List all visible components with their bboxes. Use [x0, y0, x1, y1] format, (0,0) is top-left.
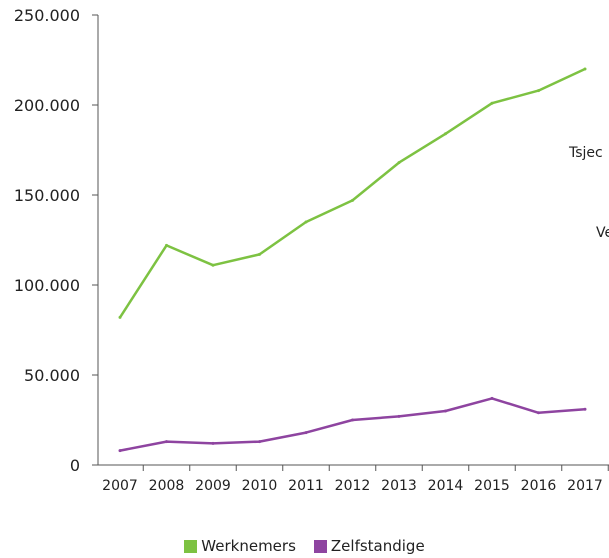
- chart-legend: Werknemers Zelfstandige: [0, 536, 609, 556]
- data-point-zelfstandige: [490, 396, 494, 400]
- legend-item-zelfstandige: Zelfstandige: [313, 537, 425, 555]
- data-point-werknemers: [397, 161, 401, 165]
- data-point-werknemers: [351, 198, 354, 202]
- data-point-zelfstandige: [118, 449, 122, 453]
- data-point-werknemers: [258, 252, 261, 256]
- y-tick-label: 250.000: [14, 6, 80, 25]
- data-point-werknemers: [165, 243, 168, 247]
- x-tick-label: 2010: [242, 478, 278, 494]
- data-point-zelfstandige: [258, 440, 261, 444]
- x-tick-label: 2013: [381, 478, 417, 494]
- y-tick-label: 50.000: [24, 366, 80, 385]
- data-point-zelfstandige: [397, 414, 401, 418]
- data-point-werknemers: [583, 67, 587, 71]
- y-tick-label: 100.000: [14, 276, 80, 295]
- data-point-zelfstandige: [537, 411, 540, 415]
- x-tick-label: 2011: [288, 478, 324, 494]
- data-point-werknemers: [118, 315, 122, 319]
- annotation-1: Tsjec: [569, 145, 603, 161]
- legend-label-zelfstandige: Zelfstandige: [330, 537, 425, 555]
- legend-swatch-werknemers: [184, 539, 198, 553]
- x-tick-label: 2017: [567, 478, 603, 494]
- series-line-werknemers: [118, 67, 586, 319]
- data-point-zelfstandige: [211, 441, 215, 445]
- data-point-werknemers: [444, 132, 447, 136]
- x-tick-label: 2008: [149, 478, 185, 494]
- x-tick-label: 2016: [521, 478, 557, 494]
- data-point-werknemers: [537, 89, 540, 93]
- data-point-zelfstandige: [304, 431, 308, 435]
- data-point-werknemers: [211, 263, 215, 267]
- legend-item-werknemers: Werknemers: [184, 537, 296, 555]
- data-point-zelfstandige: [583, 407, 587, 411]
- legend-label-werknemers: Werknemers: [201, 537, 296, 555]
- x-tick-label: 2007: [102, 478, 138, 494]
- x-tick-label: 2015: [474, 478, 510, 494]
- x-tick-label: 2009: [195, 478, 231, 494]
- data-point-werknemers: [304, 220, 308, 224]
- data-point-zelfstandige: [444, 409, 447, 413]
- x-tick-label: 2012: [335, 478, 371, 494]
- legend-swatch-zelfstandige: [313, 539, 327, 553]
- data-point-werknemers: [490, 101, 494, 105]
- y-tick-label: 200.000: [14, 96, 80, 115]
- annotation-2: Ve: [596, 225, 609, 241]
- x-tick-label: 2014: [428, 478, 464, 494]
- data-point-zelfstandige: [351, 418, 354, 422]
- y-tick-label: 0: [70, 456, 80, 475]
- y-tick-label: 150.000: [14, 186, 80, 205]
- data-point-zelfstandige: [165, 440, 168, 444]
- series-line-zelfstandige: [119, 397, 586, 452]
